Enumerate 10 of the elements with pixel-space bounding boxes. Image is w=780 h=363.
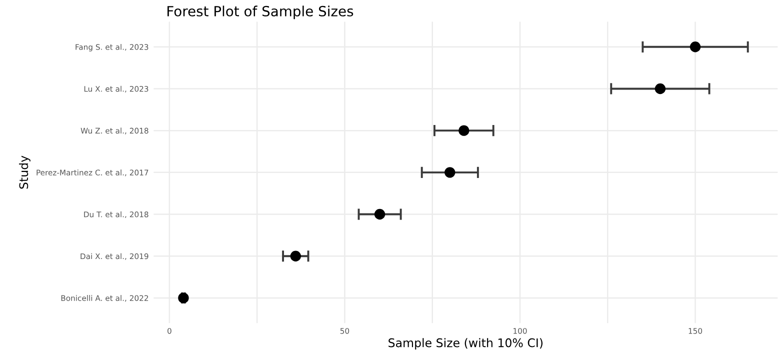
point	[444, 167, 456, 178]
point	[290, 250, 301, 262]
point	[374, 208, 386, 220]
point	[178, 292, 189, 304]
y-axis-title: Study	[19, 156, 30, 189]
point	[690, 42, 701, 52]
point	[654, 83, 666, 94]
point	[458, 125, 470, 136]
chart-title: Forest Plot of Sample Sizes	[168, 6, 354, 20]
x-axis-title: Sample Size (with 10% CI)	[388, 338, 543, 350]
